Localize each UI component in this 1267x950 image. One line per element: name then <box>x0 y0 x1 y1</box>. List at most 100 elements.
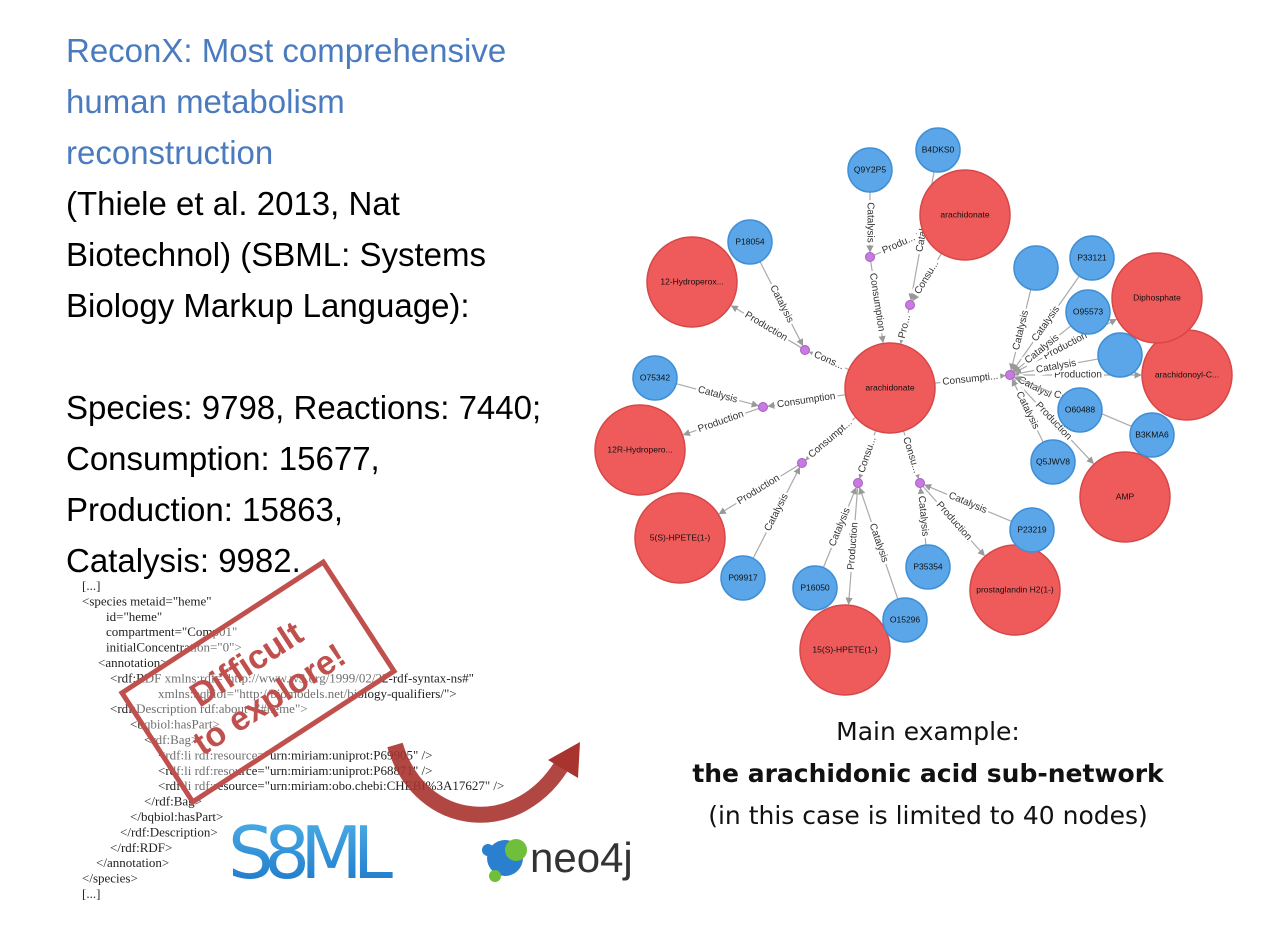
xml-line: <species metaid="heme" <box>82 593 212 608</box>
xml-line: [...] <box>82 886 100 901</box>
node-label: Diphosphate <box>1133 292 1181 302</box>
protein-node <box>1057 387 1103 433</box>
arrow-head <box>548 742 580 778</box>
edge-label-bg <box>944 488 991 518</box>
node-label: 5(S)-HPETE(1-) <box>650 532 711 542</box>
caption: Main example: <box>836 717 1020 746</box>
protein-node <box>1129 412 1175 458</box>
protein-node <box>882 597 928 643</box>
node-label: 12R-Hydropero... <box>607 444 672 454</box>
node-label: P23219 <box>1017 524 1047 534</box>
caption: the arachidonic acid sub-network <box>692 759 1165 788</box>
edge-label-bg <box>694 383 741 407</box>
xml-line: <rdf:li rdf:resource="urn:miriam:uniprot… <box>158 763 433 778</box>
edge-label-bg <box>761 489 793 536</box>
node-label: AMP <box>1116 491 1135 501</box>
xml-line: </rdf:Description> <box>120 824 218 839</box>
xml-line: </species> <box>82 871 138 886</box>
metabolite-node <box>844 342 936 434</box>
edge-label-bg <box>1031 398 1076 445</box>
stamp-frame <box>118 558 398 806</box>
node-label: P18054 <box>735 236 765 246</box>
edge-label-bg <box>878 230 920 258</box>
title-line: reconstruction <box>66 134 273 171</box>
reaction-node <box>905 300 915 310</box>
xml-line: <bqbiol:hasPart> <box>130 717 220 732</box>
xml-line: <annotation> <box>98 655 168 670</box>
edge-label-bg <box>910 256 943 299</box>
edge-label: Catalysis <box>867 522 891 564</box>
edge-label-bg <box>865 519 892 567</box>
metabolite-node <box>919 169 1011 261</box>
node-label: P09917 <box>728 572 758 582</box>
metabolite-node <box>799 604 891 696</box>
node-label: Q5JWV8 <box>1036 456 1070 466</box>
node-label: O15296 <box>890 614 921 624</box>
reaction-node <box>800 345 810 355</box>
curved-arrow <box>387 742 572 823</box>
edge-label: Catalysis <box>864 202 875 243</box>
body-line: Biology Markup Language): <box>66 287 470 324</box>
edge-label-bg <box>855 433 880 477</box>
xml-line: </rdf:RDF> <box>110 840 172 855</box>
edge-label-bg <box>1033 356 1080 377</box>
edge-label-bg <box>1012 387 1043 434</box>
edge-label-bg <box>740 308 792 346</box>
node-label: O95573 <box>1073 306 1104 316</box>
protein-node <box>792 565 838 611</box>
body-line: Catalysis: 9982. <box>66 542 301 579</box>
edge-label-bg <box>932 497 976 545</box>
edge-label-bg <box>1020 330 1064 368</box>
left-text: ReconX: Most comprehensive human metaboli… <box>66 32 541 579</box>
protein-node <box>1065 289 1111 335</box>
reaction-node <box>758 402 768 412</box>
xml-line: <rdf:li rdf:resource="urn:miriam:uniprot… <box>158 747 433 762</box>
edge-label: Consumption <box>776 391 836 411</box>
node-label: B4DKS0 <box>922 144 955 154</box>
edge-label-bg <box>1014 373 1060 404</box>
edge-label: Produ... <box>881 232 917 256</box>
neo4j-logo: neo4j <box>530 834 633 881</box>
edge-label: Catalysis <box>767 284 795 325</box>
edge-label-bg <box>899 433 924 477</box>
body-line: (Thiele et al. 2013, Nat <box>66 185 400 222</box>
edge-label: Cons... <box>812 349 845 372</box>
edge-label: Production <box>1054 370 1102 381</box>
xml-line: </annotation> <box>96 855 169 870</box>
edge-label: Consumption <box>867 272 887 332</box>
edge-label: Consumpt... <box>806 417 854 460</box>
xml-line: xmlns:bqbiol="http://biomodels.net/biolo… <box>158 686 457 701</box>
xml-line: </bqbiol:hasPart> <box>130 809 223 824</box>
edge-label-bg <box>915 493 932 539</box>
edge-label-bg <box>804 415 857 463</box>
body-line: Production: 15863, <box>66 491 343 528</box>
body-line: Biotechnol) (SBML: Systems <box>66 236 486 273</box>
caption: (in this case is limited to 40 nodes) <box>708 801 1148 830</box>
reaction-node <box>1005 370 1015 380</box>
xml-line: <rdf:RDF xmlns:rdf="http://www.w3.org/19… <box>110 670 474 685</box>
title-line: human metabolism <box>66 83 345 120</box>
protein-node <box>1030 439 1076 485</box>
node-label: arachidonate <box>865 382 914 392</box>
xml-line: initialConcentration="0"> <box>106 640 242 655</box>
edge-label-bg <box>895 311 914 342</box>
edge-label: Consu... <box>856 436 878 475</box>
xml-line: [...] <box>82 578 100 593</box>
xml-line: id="heme" <box>106 609 162 624</box>
protein-node <box>1013 245 1059 291</box>
protein-node <box>727 219 773 265</box>
metabolite-node <box>1111 252 1203 344</box>
node-label: arachidonoyl-C... <box>1155 369 1219 379</box>
metabolite-node <box>634 492 726 584</box>
reaction-node <box>865 252 875 262</box>
node-label: P33121 <box>1077 252 1107 262</box>
metabolite-node <box>1079 451 1171 543</box>
node-label: 12-Hydroperox... <box>660 276 723 286</box>
edge-label-bg <box>1052 369 1104 381</box>
edge-label: Pro... <box>897 314 913 340</box>
metabolite-node <box>594 404 686 496</box>
protein-node <box>905 544 951 590</box>
protein-node <box>1097 332 1143 378</box>
edge-label-bg <box>866 270 888 335</box>
